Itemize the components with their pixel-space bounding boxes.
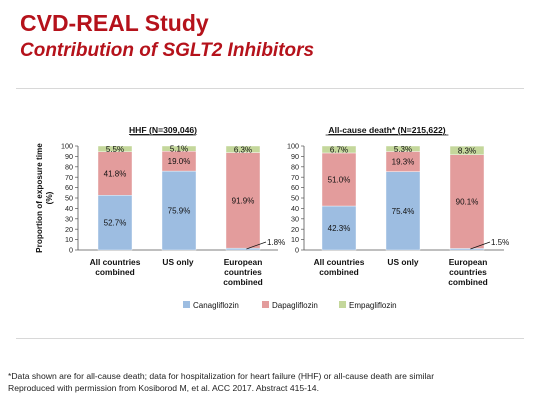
chart1-y-tick-label: 90 <box>65 152 73 161</box>
chart2-bar-dapagliflozin <box>321 152 357 207</box>
stacked-bar-charts: HHF (N=309,046)010203040506070809010052.… <box>35 125 509 310</box>
chart1-data-label: 1.8% <box>267 238 285 247</box>
legend-swatch-canagliflozin <box>183 301 190 308</box>
chart2-data-label: 19.3% <box>392 158 415 167</box>
y-axis-label-line: (%) <box>45 191 54 204</box>
y-axis-label: Proportion of exposure time(%) <box>35 143 54 253</box>
chart1-callout-line <box>246 241 267 250</box>
chart1-y-tick-label: 80 <box>65 162 73 171</box>
chart2-callout-line <box>470 241 491 250</box>
chart2-y-tick-label: 0 <box>295 246 299 255</box>
chart2-y-tick-label: 10 <box>291 235 299 244</box>
chart2-data-label: 8.3% <box>458 146 476 155</box>
chart1-y-tick-label: 70 <box>65 173 73 182</box>
y-axis-label-line: Proportion of exposure time <box>35 143 44 253</box>
chart2-title: All-cause death* (N=215,622) <box>328 125 445 135</box>
chart2-y-tick-label: 40 <box>291 204 299 213</box>
chart1-data-label: 6.3% <box>234 145 252 154</box>
chart2-bar-dapagliflozin <box>449 154 485 249</box>
chart1-bar-empagliflozin <box>225 145 261 153</box>
chart2-category-label: countries <box>449 267 487 277</box>
chart1-data-label: 75.9% <box>168 207 191 216</box>
chart1-bar-empagliflozin <box>97 145 133 152</box>
legend-label-canagliflozin: Canagliflozin <box>193 301 239 310</box>
source-citation: Reproduced with permission from Kosiboro… <box>8 383 319 393</box>
legend-swatch-dapagliflozin <box>262 301 269 308</box>
chart1-category-label: combined <box>223 277 263 287</box>
chart2-bar-empagliflozin <box>385 145 421 152</box>
chart1-data-label: 5.1% <box>170 145 188 154</box>
chart2-category-label: US only <box>387 257 419 267</box>
chart2-y-tick-label: 50 <box>291 194 299 203</box>
chart1-y-tick-label: 30 <box>65 214 73 223</box>
chart2-category-label: combined <box>448 277 488 287</box>
chart2-category-label: combined <box>319 267 359 277</box>
chart2-bar-empagliflozin <box>321 145 357 154</box>
chart1-y-tick-label: 60 <box>65 183 73 192</box>
chart2-bar-canagliflozin <box>385 171 421 251</box>
chart1-bar-dapagliflozin <box>97 151 133 196</box>
footnote-block: *Data shown are for all-cause death; dat… <box>8 370 434 394</box>
chart2-y-tick-label: 20 <box>291 225 299 234</box>
chart1-bar-canagliflozin <box>225 247 261 251</box>
footnote: *Data shown are for all-cause death; dat… <box>8 371 435 381</box>
chart1-category-label: US only <box>162 257 194 267</box>
chart2-y-tick-label: 70 <box>291 173 299 182</box>
slide-subtitle: Contribution of SGLT2 Inhibitors <box>20 40 315 61</box>
chart1-data-label: 41.8% <box>104 169 127 178</box>
chart1-category-label: combined <box>95 267 135 277</box>
legend-label-empagliflozin: Empagliflozin <box>349 301 397 310</box>
chart1-y-tick-label: 50 <box>65 194 73 203</box>
chart1-bar-canagliflozin <box>161 170 197 251</box>
chart2-bar-canagliflozin <box>449 248 485 251</box>
chart1-y-tick-label: 100 <box>61 142 73 151</box>
chart2-category-label: All countries <box>314 257 365 267</box>
slide-title: CVD-REAL Study <box>20 10 209 36</box>
chart2-category-label: European <box>449 257 488 267</box>
chart1-y-tick-label: 40 <box>65 204 73 213</box>
chart1-category-label: countries <box>224 267 262 277</box>
chart1-title: HHF (N=309,046) <box>129 125 197 135</box>
chart2-y-tick-label: 90 <box>291 152 299 161</box>
chart2-bar-empagliflozin <box>449 145 485 155</box>
chart2-data-label: 75.4% <box>392 207 415 216</box>
chart1-data-label: 5.5% <box>106 145 124 154</box>
chart1-bar-dapagliflozin <box>225 152 261 249</box>
chart2-data-label: 90.1% <box>456 198 479 207</box>
chart1-bar-empagliflozin <box>161 145 197 152</box>
chart1-category-label: European <box>224 257 263 267</box>
chart2-data-label: 1.5% <box>491 238 509 247</box>
chart2-y-tick-label: 80 <box>291 162 299 171</box>
chart1-y-tick-label: 20 <box>65 225 73 234</box>
chart1-data-label: 52.7% <box>104 219 127 228</box>
chart1-data-label: 91.9% <box>232 196 255 205</box>
chart1-y-tick-label: 0 <box>69 246 73 255</box>
chart1-data-label: 19.0% <box>168 157 191 166</box>
chart2-data-label: 6.7% <box>330 145 348 154</box>
chart2-y-tick-label: 100 <box>287 142 299 151</box>
divider-bottom <box>16 338 524 339</box>
legend-swatch-empagliflozin <box>339 301 346 308</box>
chart1-y-tick-label: 10 <box>65 235 73 244</box>
chart1-category-label: All countries <box>90 257 141 267</box>
divider <box>16 88 524 89</box>
chart2-data-label: 5.3% <box>394 145 412 154</box>
chart2-y-tick-label: 30 <box>291 214 299 223</box>
chart2-bar-canagliflozin <box>321 205 357 251</box>
legend-label-dapagliflozin: Dapagliflozin <box>272 301 318 310</box>
chart2-data-label: 42.3% <box>328 224 351 233</box>
chart2-data-label: 51.0% <box>328 175 351 184</box>
chart2-y-tick-label: 60 <box>291 183 299 192</box>
